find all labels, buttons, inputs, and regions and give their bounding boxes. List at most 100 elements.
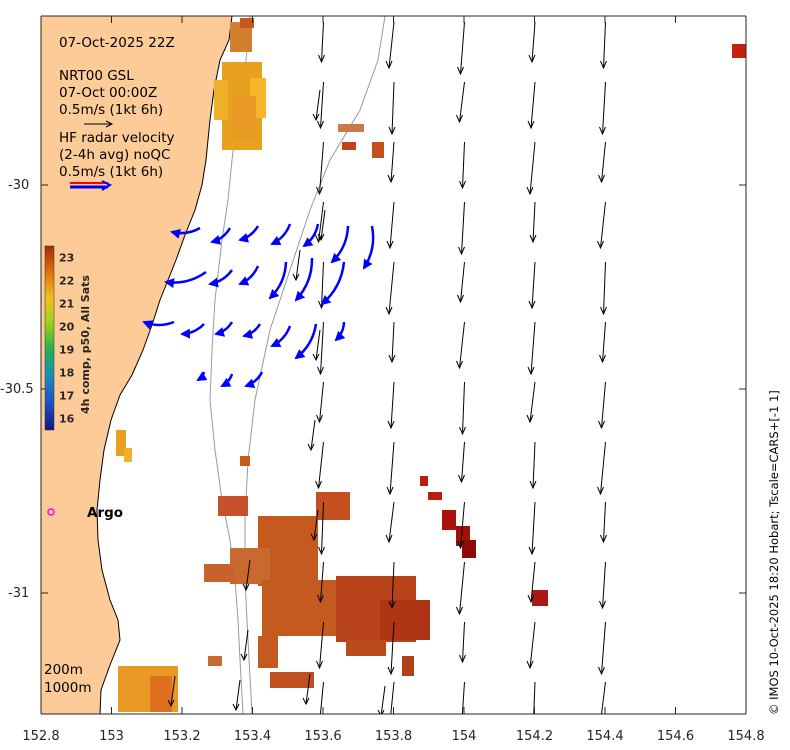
model-vector-head xyxy=(529,234,537,244)
model-vector xyxy=(390,141,395,183)
model-vector xyxy=(462,621,465,663)
model-vector-head xyxy=(292,273,300,282)
radar-vector xyxy=(170,226,201,239)
model-vector-head xyxy=(598,420,605,430)
model-vector xyxy=(460,501,465,549)
x-tick-label: 154.4 xyxy=(586,729,623,744)
model-vector-head xyxy=(242,583,250,592)
timestamp-title: 07-Oct-2025 22Z xyxy=(59,35,175,51)
isobath-200m-label: 200m xyxy=(44,662,83,678)
model-vector-head xyxy=(459,654,466,664)
radar-vector xyxy=(196,371,208,382)
model-vector-head xyxy=(240,653,248,662)
model-vector-head xyxy=(526,414,534,424)
x-tick-label: 154.8 xyxy=(727,729,764,744)
model-vector xyxy=(531,21,536,63)
radar-vector xyxy=(164,270,207,289)
model-vector-head xyxy=(528,54,536,64)
model-vector xyxy=(459,81,465,123)
model-vector xyxy=(389,441,395,495)
model-vector-head xyxy=(318,546,325,556)
radar-vector xyxy=(330,225,350,264)
model-vector-head xyxy=(600,60,607,70)
x-tick-label: 153 xyxy=(99,729,124,744)
model-vector xyxy=(530,561,536,603)
model-vector xyxy=(170,675,176,707)
y-tick-label: -30.5 xyxy=(0,382,34,397)
radar-vector xyxy=(362,225,375,270)
model-vector-head xyxy=(385,306,393,316)
colorbar-tick-label: 19 xyxy=(59,344,74,357)
model-vector-head xyxy=(456,360,463,370)
model-vector xyxy=(530,81,536,129)
model-scale-arrowhead xyxy=(105,120,114,128)
model-vector-head xyxy=(377,709,385,714)
model-vector-head xyxy=(459,721,465,728)
x-tick-label: 154 xyxy=(452,729,477,744)
model-vector-head xyxy=(527,594,535,604)
model-vector-head xyxy=(528,546,536,556)
hf-radar-vectors xyxy=(142,223,375,389)
radar-vector xyxy=(142,320,175,330)
model-vector xyxy=(601,381,606,429)
model-vector-head xyxy=(457,540,464,550)
model-vector-head xyxy=(317,594,324,604)
model-vector-head xyxy=(598,715,604,722)
model-vector xyxy=(320,209,326,241)
model-vector xyxy=(321,21,324,63)
colorbar-tick-label: 23 xyxy=(59,252,74,265)
model-vector xyxy=(320,561,324,603)
model-vector-head xyxy=(312,353,320,362)
model-vector-head xyxy=(386,240,394,250)
model-vector xyxy=(313,509,319,541)
model-vector-head xyxy=(459,180,466,190)
model-vector xyxy=(531,501,536,555)
model-vector-head xyxy=(385,60,393,70)
model-vector-head xyxy=(458,246,465,256)
argo-label: Argo xyxy=(87,505,123,521)
model-vector xyxy=(532,441,536,489)
radar-vector xyxy=(180,323,205,339)
colorbar-tick-label: 22 xyxy=(59,275,74,288)
model-vector-head xyxy=(307,443,315,452)
model-vector xyxy=(315,89,321,121)
radar-vector xyxy=(268,261,288,300)
radar-vector xyxy=(270,223,292,246)
model-vector-head xyxy=(388,126,396,136)
model-vector-head xyxy=(527,120,535,130)
x-tick-labels: 152.8 153 153.2 153.4 153.6 153.8 154 154.2 154.… xyxy=(22,729,764,744)
model-vector-head xyxy=(456,606,463,616)
model-vector-head xyxy=(600,534,607,544)
model-vector-head xyxy=(387,420,395,430)
radar-vector xyxy=(334,321,346,342)
model-vector xyxy=(603,261,606,315)
model-vector xyxy=(321,501,324,555)
model-vector xyxy=(310,419,316,451)
model-vector xyxy=(319,141,324,195)
radar-vector xyxy=(294,257,314,302)
model-vector-head xyxy=(388,354,396,364)
model-vector-head xyxy=(318,54,325,64)
model-vector-head xyxy=(527,366,535,376)
model-vector xyxy=(461,681,465,714)
radar-vector xyxy=(208,269,234,288)
radar-label-1: HF radar velocity xyxy=(59,130,174,146)
model-vector xyxy=(319,381,324,423)
colorbar-label: 4h comp, p50, All Sats xyxy=(79,275,92,414)
model-vector-head xyxy=(388,600,396,610)
model-vector-head xyxy=(167,699,175,708)
model-vector xyxy=(390,381,395,429)
model-label: NRT00 GSL xyxy=(59,68,134,84)
model-vector-head xyxy=(317,120,324,130)
model-vector-head xyxy=(316,660,323,670)
colorbar-tick-label: 18 xyxy=(59,367,74,380)
model-vector-head xyxy=(526,186,534,196)
model-vector-head xyxy=(315,480,322,490)
model-vector xyxy=(390,681,395,714)
model-vector xyxy=(601,141,606,183)
radar-vector xyxy=(238,225,260,243)
model-vector xyxy=(388,261,395,315)
colorbar-tick-labels: 23 22 21 20 19 18 17 16 xyxy=(59,252,75,426)
model-vector-head xyxy=(458,474,465,484)
model-vector-head xyxy=(600,306,607,316)
